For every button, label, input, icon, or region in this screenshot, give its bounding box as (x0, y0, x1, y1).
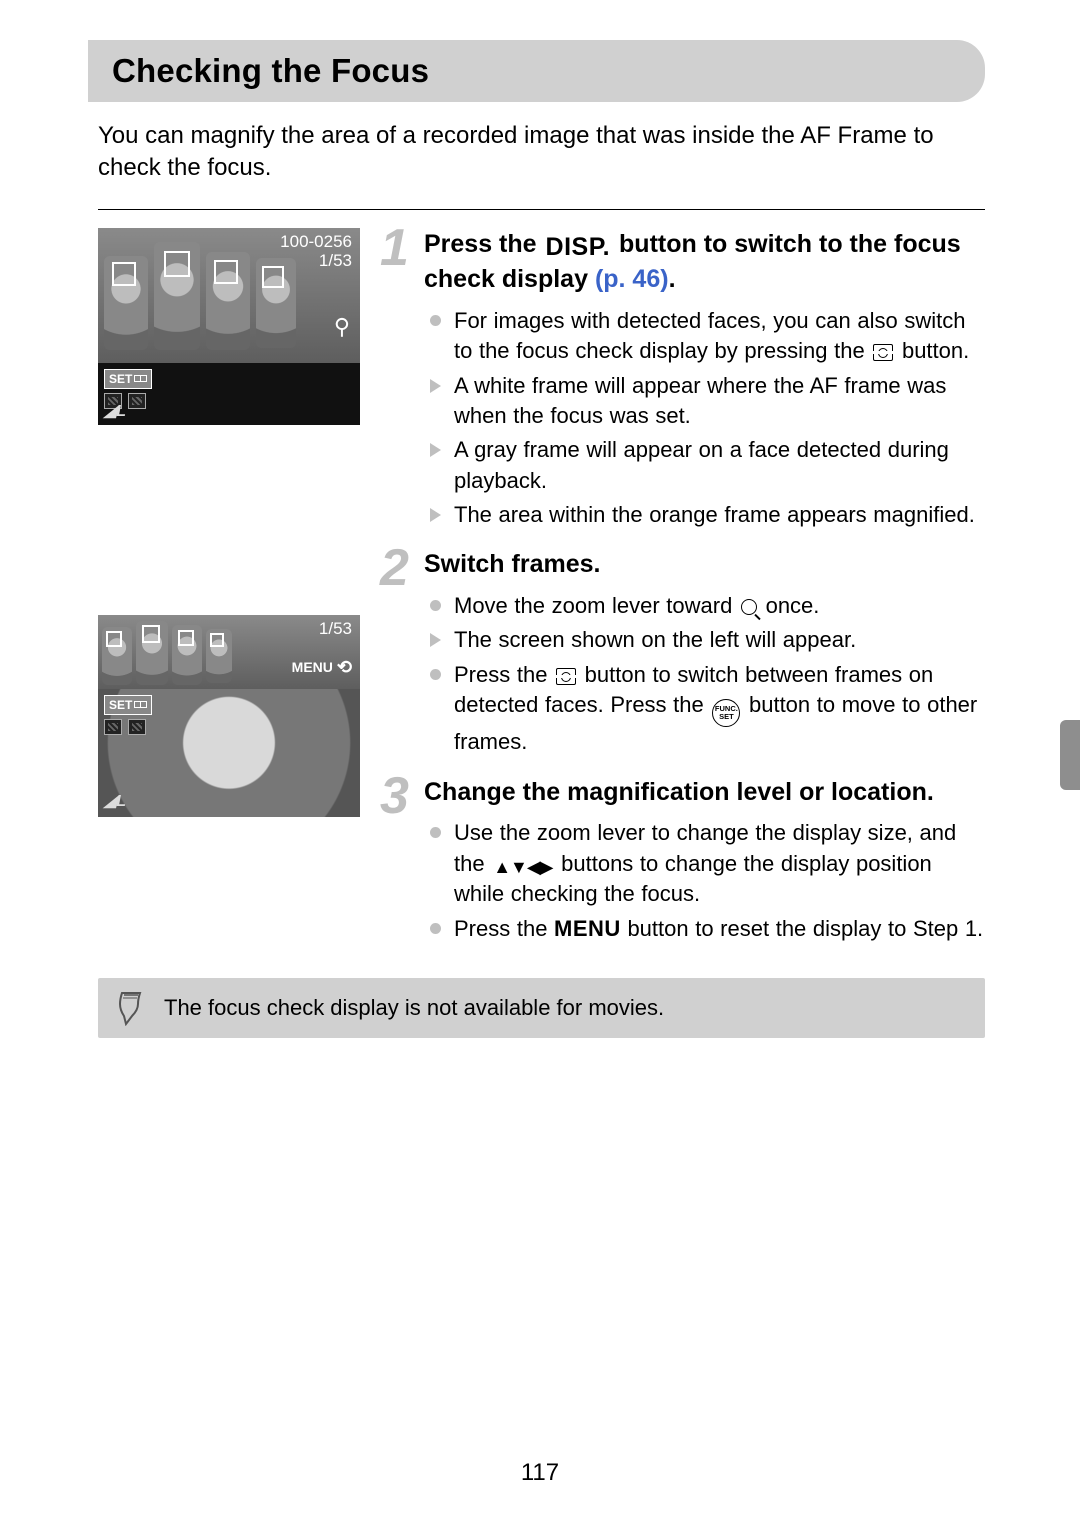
bullet-item: Move the zoom lever toward once. (428, 591, 985, 621)
step-body: Use the zoom lever to change the display… (424, 818, 985, 944)
face-detect-icon (873, 344, 893, 361)
image-counter: 1/53 (319, 619, 352, 639)
intro-text: You can magnify the area of a recorded i… (98, 120, 985, 185)
bullet-item: The area within the orange frame appears… (428, 500, 985, 530)
func-set-icon: FUNC.SET (712, 699, 740, 727)
step-number: 1 (380, 222, 409, 274)
step-title: Press the DISP. button to switch to the … (424, 228, 985, 296)
step-body: Move the zoom lever toward once. The scr… (424, 591, 985, 758)
image-counter: 100-0256 1/53 (280, 232, 352, 271)
bullet-item: For images with detected faces, you can … (428, 306, 985, 367)
set-badge: SET (104, 695, 152, 715)
face-frame (214, 260, 238, 284)
divider (98, 209, 985, 210)
menu-button-label: MENU (554, 916, 621, 941)
magnify-icon: ⚲ (334, 314, 350, 340)
bullet-item: Press the button to switch between frame… (428, 660, 985, 758)
page-reference: (p. 46) (595, 265, 669, 293)
left-column: 100-0256 1/53 ⚲ SET ◢L (98, 228, 360, 962)
size-indicator: ◢L (104, 791, 126, 811)
section-tab (1060, 720, 1080, 790)
step-2: 2 Switch frames. Move the zoom lever tow… (384, 548, 985, 757)
face-frame (164, 251, 190, 277)
step-number: 3 (380, 770, 409, 822)
pencil-icon (116, 990, 146, 1026)
title-bar: Checking the Focus (88, 40, 985, 102)
bullet-item: The screen shown on the left will appear… (428, 625, 985, 655)
set-badge: SET (104, 369, 152, 389)
step-1: 1 Press the DISP. button to switch to th… (384, 228, 985, 531)
camera-screenshot-1: 100-0256 1/53 ⚲ SET ◢L (98, 228, 360, 425)
bullet-item: A white frame will appear where the AF f… (428, 371, 985, 432)
disp-button-label: DISP. (546, 231, 611, 264)
step-title: Change the magnification level or locati… (424, 776, 985, 809)
steps-column: 1 Press the DISP. button to switch to th… (384, 228, 985, 962)
note-text: The focus check display is not available… (164, 995, 664, 1021)
camera-screenshot-2: 1/53 MENU⟲ SET ◢L (98, 615, 360, 817)
magnify-icon (741, 599, 757, 615)
bullet-item: Use the zoom lever to change the display… (428, 818, 985, 910)
face-detect-icon (556, 668, 576, 685)
page-title: Checking the Focus (112, 52, 961, 90)
bullet-item: Press the MENU button to reset the displ… (428, 914, 985, 944)
step-title: Switch frames. (424, 548, 985, 581)
size-indicator: ◢L (104, 401, 126, 421)
mode-icons (104, 719, 146, 735)
bullet-item: A gray frame will appear on a face detec… (428, 435, 985, 496)
note-box: The focus check display is not available… (98, 978, 985, 1038)
page-number: 117 (0, 1459, 1080, 1487)
content-row: 100-0256 1/53 ⚲ SET ◢L (98, 228, 985, 962)
manual-page: Checking the Focus You can magnify the a… (0, 0, 1080, 1038)
step-body: For images with detected faces, you can … (424, 306, 985, 531)
step-3: 3 Change the magnification level or loca… (384, 776, 985, 944)
step-number: 2 (380, 542, 409, 594)
direction-buttons-icon: ▲▼◀▶ (493, 855, 552, 880)
face-frame (112, 262, 136, 286)
menu-badge: MENU⟲ (292, 657, 352, 678)
